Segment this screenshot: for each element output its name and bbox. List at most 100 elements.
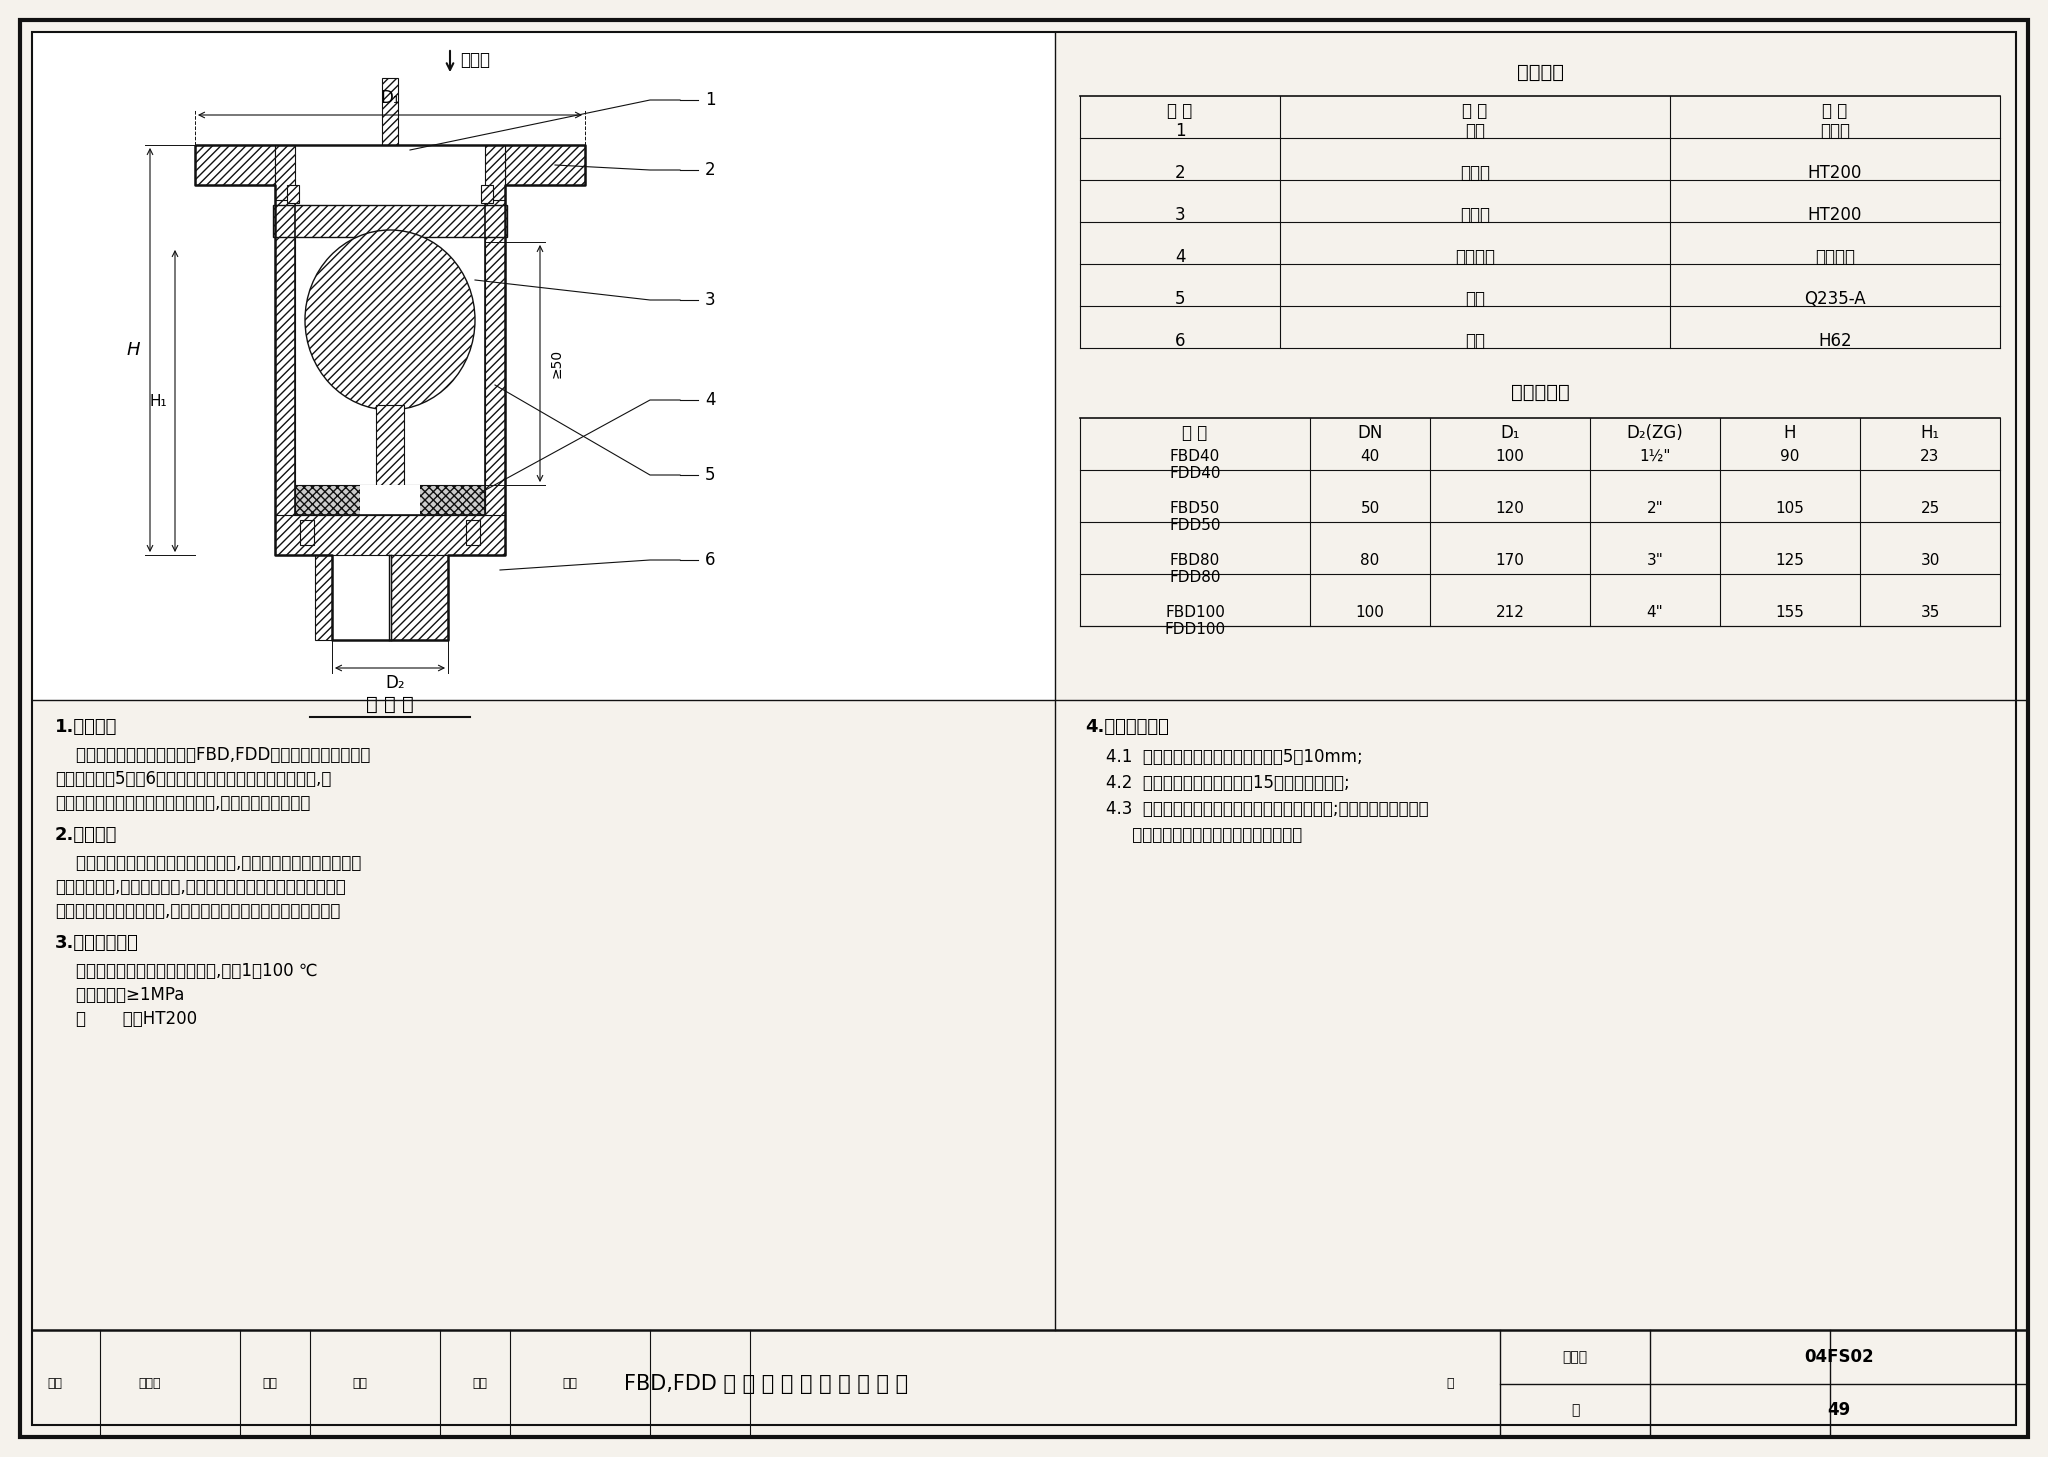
Text: 部件材质: 部件材质 bbox=[1516, 63, 1563, 82]
Text: FBD40
FDD40: FBD40 FDD40 bbox=[1169, 449, 1221, 481]
Text: 2": 2" bbox=[1647, 501, 1663, 516]
Bar bbox=[195, 146, 274, 185]
Ellipse shape bbox=[305, 230, 475, 409]
Text: H62: H62 bbox=[1819, 332, 1851, 350]
Text: 90: 90 bbox=[1780, 449, 1800, 463]
Bar bbox=[383, 79, 397, 146]
Text: 地漏体: 地漏体 bbox=[1460, 205, 1491, 224]
Text: 125: 125 bbox=[1776, 554, 1804, 568]
Text: 3: 3 bbox=[1176, 205, 1186, 224]
Bar bbox=[506, 146, 586, 185]
Text: 1.适用范围: 1.适用范围 bbox=[55, 718, 117, 736]
Text: 1: 1 bbox=[1176, 122, 1186, 140]
Bar bbox=[299, 520, 313, 545]
Bar bbox=[360, 485, 420, 514]
Text: 105: 105 bbox=[1776, 501, 1804, 516]
Text: 120: 120 bbox=[1495, 501, 1524, 516]
Text: 手柄: 手柄 bbox=[1464, 122, 1485, 140]
Bar bbox=[377, 405, 403, 500]
Text: 4.施工安装要点: 4.施工安装要点 bbox=[1085, 718, 1169, 736]
Bar bbox=[33, 32, 1055, 699]
Bar bbox=[287, 185, 299, 203]
Text: D₁: D₁ bbox=[381, 89, 399, 106]
Text: 5: 5 bbox=[1176, 290, 1186, 307]
Text: 页: 页 bbox=[1446, 1377, 1454, 1390]
Text: 型 号: 型 号 bbox=[1182, 424, 1208, 441]
Bar bbox=[315, 555, 332, 640]
Text: 材       料：HT200: 材 料：HT200 bbox=[55, 1010, 197, 1029]
Text: 2: 2 bbox=[1176, 165, 1186, 182]
Text: HT200: HT200 bbox=[1808, 205, 1862, 224]
Text: D₂(ZG): D₂(ZG) bbox=[1626, 424, 1683, 441]
Text: 毒通道等需冲洗房间的排水地漏装置,也可用于国防工程。: 毒通道等需冲洗房间的排水地漏装置,也可用于国防工程。 bbox=[55, 794, 311, 812]
Text: 该产品依据大连戎备器材厂FBD,FDD防爆防毒地漏技术参数: 该产品依据大连戎备器材厂FBD,FDD防爆防毒地漏技术参数 bbox=[55, 746, 371, 763]
Text: FBD80
FDD80: FBD80 FDD80 bbox=[1169, 554, 1221, 586]
Text: 155: 155 bbox=[1776, 605, 1804, 621]
Text: 35: 35 bbox=[1921, 605, 1939, 621]
Text: 地漏盖: 地漏盖 bbox=[1460, 165, 1491, 182]
Text: 30: 30 bbox=[1921, 554, 1939, 568]
Text: 校对: 校对 bbox=[262, 1377, 276, 1390]
Bar bbox=[485, 146, 506, 200]
Text: 4": 4" bbox=[1647, 605, 1663, 621]
Text: 构 造 图: 构 造 图 bbox=[367, 695, 414, 714]
Text: 80: 80 bbox=[1360, 554, 1380, 568]
Text: 25: 25 bbox=[1921, 501, 1939, 516]
Text: 4: 4 bbox=[1176, 248, 1186, 267]
Text: 安装在防空地下室内排水管道地漏处,取代了普通地漏。平时地漏: 安装在防空地下室内排水管道地漏处,取代了普通地漏。平时地漏 bbox=[55, 854, 360, 871]
Text: 材 质: 材 质 bbox=[1823, 102, 1847, 119]
Text: D₂: D₂ bbox=[385, 675, 406, 692]
Text: 100: 100 bbox=[1495, 449, 1524, 463]
Text: 6: 6 bbox=[1176, 332, 1186, 350]
Text: 6: 6 bbox=[705, 551, 715, 570]
Text: 设计: 设计 bbox=[473, 1377, 487, 1390]
Text: 1½": 1½" bbox=[1638, 449, 1671, 463]
Text: H: H bbox=[1784, 424, 1796, 441]
Text: 3": 3" bbox=[1647, 554, 1663, 568]
Text: 1: 1 bbox=[705, 90, 715, 109]
Text: 审核: 审核 bbox=[47, 1377, 63, 1390]
Text: 50: 50 bbox=[1360, 501, 1380, 516]
Text: 4.3  地漏密闭胶垫每半年检查一次更换密闭胶垫;长期使用出现地漏体: 4.3 地漏密闭胶垫每半年检查一次更换密闭胶垫;长期使用出现地漏体 bbox=[1085, 800, 1430, 817]
Text: 静压试验：≥1MPa: 静压试验：≥1MPa bbox=[55, 986, 184, 1004]
Text: 4.2  地漏安装使用后通常每隔15天进行清扫杂物;: 4.2 地漏安装使用后通常每隔15天进行清扫杂物; bbox=[1085, 774, 1350, 793]
Text: FBD100
FDD100: FBD100 FDD100 bbox=[1165, 605, 1225, 637]
Text: 图集号: 图集号 bbox=[1563, 1349, 1587, 1364]
Bar bbox=[274, 514, 506, 555]
Text: 旋转后能紧紧封闭排水口,防止冲击波及毒剂进入防空地下室内。: 旋转后能紧紧封闭排水口,防止冲击波及毒剂进入防空地下室内。 bbox=[55, 902, 340, 919]
Text: H₁: H₁ bbox=[1921, 424, 1939, 441]
Text: 密封胶板: 密封胶板 bbox=[1454, 248, 1495, 267]
Text: 23: 23 bbox=[1921, 449, 1939, 463]
Text: D₁: D₁ bbox=[1501, 424, 1520, 441]
Text: 冲击波: 冲击波 bbox=[461, 51, 489, 68]
Bar bbox=[467, 520, 479, 545]
Text: 170: 170 bbox=[1495, 554, 1524, 568]
Text: 2.工作原理: 2.工作原理 bbox=[55, 826, 117, 844]
Bar bbox=[485, 185, 506, 555]
Text: 密闭面锈蚀有疤痕时需要更换新地漏。: 密闭面锈蚀有疤痕时需要更换新地漏。 bbox=[1085, 826, 1303, 844]
Text: 不锈钢: 不锈钢 bbox=[1821, 122, 1849, 140]
Text: 4.1  地漏安装时算子的顶面低于地面5～10mm;: 4.1 地漏安装时算子的顶面低于地面5～10mm; bbox=[1085, 747, 1362, 766]
Bar bbox=[481, 185, 494, 203]
Text: H: H bbox=[127, 341, 139, 358]
Text: 介质要求：无腐蚀及无杂物的水,水温1～100 ℃: 介质要求：无腐蚀及无杂物的水,水温1～100 ℃ bbox=[55, 962, 317, 981]
Bar bbox=[295, 485, 485, 514]
Text: 名 称: 名 称 bbox=[1462, 102, 1487, 119]
Text: 郭娜: 郭娜 bbox=[352, 1377, 367, 1390]
Text: 49: 49 bbox=[1827, 1402, 1851, 1419]
Text: 规格尺寸表: 规格尺寸表 bbox=[1511, 383, 1569, 402]
Text: 页: 页 bbox=[1571, 1403, 1579, 1418]
Text: 2: 2 bbox=[705, 162, 715, 179]
Text: 编制。适用于5级和6级各类防空地下室中的扩散室洗消间,防: 编制。适用于5级和6级各类防空地下室中的扩散室洗消间,防 bbox=[55, 769, 332, 788]
Text: 许为民: 许为民 bbox=[139, 1377, 162, 1390]
Text: HT200: HT200 bbox=[1808, 165, 1862, 182]
Text: Q235-A: Q235-A bbox=[1804, 290, 1866, 307]
Text: DN: DN bbox=[1358, 424, 1382, 441]
Text: 序 号: 序 号 bbox=[1167, 102, 1192, 119]
Text: FBD50
FDD50: FBD50 FDD50 bbox=[1169, 501, 1221, 533]
Text: 处于开启状态,保证正常排水,并防止臭气。战时将地漏的漏盖下降: 处于开启状态,保证正常排水,并防止臭气。战时将地漏的漏盖下降 bbox=[55, 879, 346, 896]
Bar bbox=[272, 205, 508, 237]
Bar bbox=[274, 185, 295, 555]
Text: FBD,FDD 型 防 爆 防 毒 地 漏 选 用 图: FBD,FDD 型 防 爆 防 毒 地 漏 选 用 图 bbox=[625, 1374, 907, 1393]
Text: 压垫: 压垫 bbox=[1464, 290, 1485, 307]
